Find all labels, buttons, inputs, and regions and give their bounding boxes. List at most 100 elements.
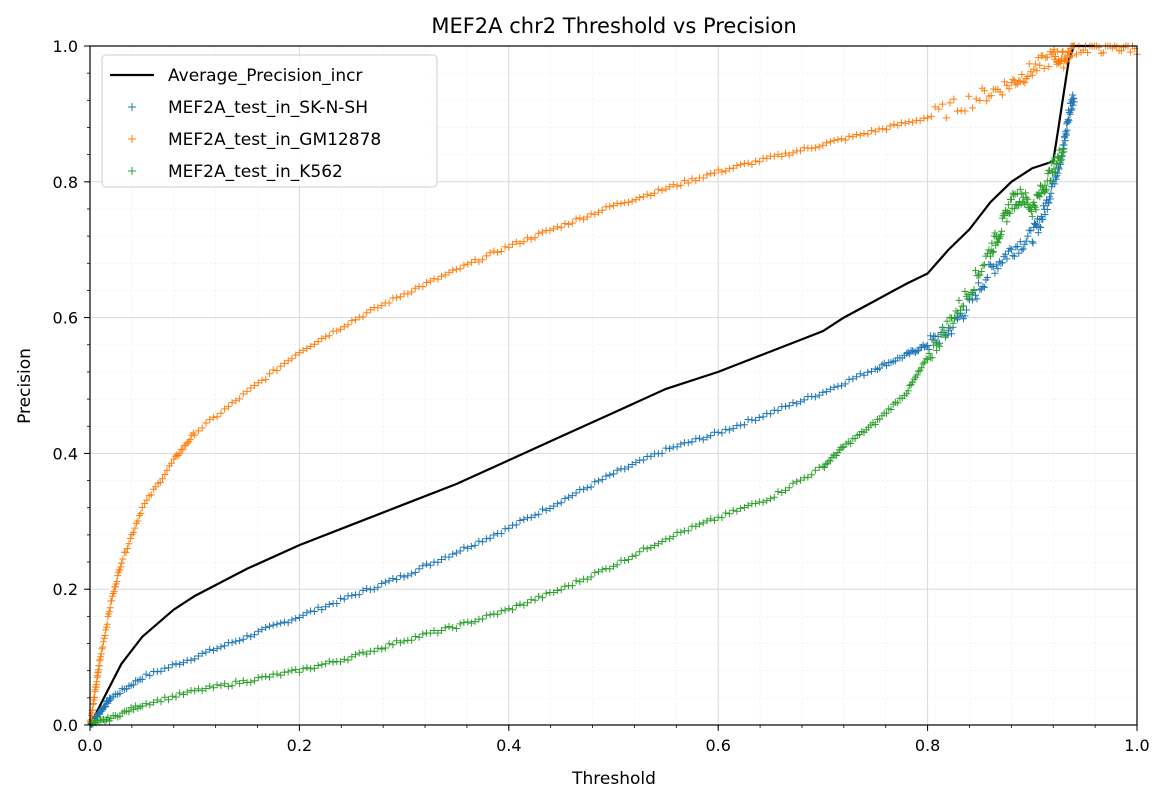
- data-point: [531, 234, 539, 242]
- data-point: [931, 103, 939, 111]
- data-point: [110, 588, 118, 596]
- data-point: [725, 510, 733, 518]
- data-point: [553, 500, 561, 508]
- data-point: [1043, 206, 1051, 213]
- data-point: [524, 599, 531, 607]
- data-point: [636, 548, 644, 556]
- data-point: [520, 238, 528, 246]
- data-point: [445, 268, 453, 276]
- data-point: [628, 461, 636, 468]
- data-point: [960, 315, 967, 323]
- data-point: [340, 655, 348, 663]
- data-point: [621, 557, 629, 564]
- data-point: [1004, 201, 1012, 209]
- data-point: [610, 562, 617, 570]
- data-point: [966, 295, 973, 303]
- data-point: [1039, 52, 1047, 60]
- data-point: [1018, 246, 1026, 254]
- data-point: [1018, 190, 1026, 198]
- data-point: [1003, 255, 1011, 263]
- data-point: [625, 198, 632, 206]
- data-point: [152, 483, 160, 491]
- data-point: [606, 565, 614, 573]
- data-point: [598, 566, 606, 574]
- data-point: [789, 399, 797, 407]
- data-point: [131, 524, 139, 532]
- data-point: [973, 295, 981, 303]
- data-point: [550, 502, 558, 510]
- data-point: [606, 471, 614, 479]
- data-point: [617, 200, 625, 208]
- data-point: [943, 317, 951, 325]
- data-point: [651, 542, 659, 549]
- data-point: [587, 210, 595, 218]
- data-point: [228, 682, 236, 690]
- data-point: [621, 199, 629, 207]
- data-point: [408, 288, 416, 296]
- data-point: [666, 445, 674, 453]
- data-point: [1095, 43, 1103, 51]
- data-point: [497, 607, 505, 615]
- data-point: [224, 403, 232, 411]
- data-point: [718, 429, 726, 437]
- data-point: [239, 635, 247, 643]
- data-point: [438, 627, 445, 634]
- data-point: [666, 183, 674, 191]
- data-point: [993, 238, 1001, 246]
- data-point: [467, 542, 475, 550]
- data-point: [236, 637, 244, 645]
- data-point: [355, 591, 363, 599]
- data-point: [262, 376, 270, 384]
- data-point: [1022, 194, 1030, 202]
- data-point: [535, 229, 543, 237]
- data-point: [531, 511, 539, 519]
- data-point: [901, 119, 909, 127]
- data-point: [471, 618, 479, 625]
- data-point: [711, 169, 718, 177]
- data-point: [441, 271, 449, 279]
- data-point: [998, 227, 1006, 235]
- data-point: [385, 299, 393, 307]
- data-point: [925, 349, 933, 357]
- data-point: [497, 248, 505, 255]
- data-point: [992, 261, 1000, 269]
- data-point: [654, 185, 662, 193]
- data-point: [100, 638, 107, 646]
- data-point: [520, 601, 528, 609]
- data-point: [460, 543, 468, 551]
- data-point: [206, 682, 214, 690]
- data-point: [800, 474, 808, 482]
- legend: Average_Precision_incr MEF2A_test_in_SK-N…: [101, 54, 438, 188]
- data-point: [232, 637, 240, 645]
- data-point: [847, 440, 855, 447]
- data-point: [292, 351, 300, 359]
- data-point: [1038, 183, 1046, 191]
- data-point: [1042, 187, 1050, 195]
- data-point: [711, 516, 718, 524]
- data-point: [770, 493, 778, 501]
- data-point: [389, 641, 397, 649]
- data-point: [987, 92, 995, 100]
- data-point: [1006, 209, 1014, 217]
- data-point: [97, 650, 105, 658]
- data-point: [363, 309, 371, 317]
- data-point: [1028, 212, 1036, 220]
- data-point: [512, 521, 520, 529]
- data-point: [1001, 250, 1009, 258]
- data-point: [830, 383, 838, 391]
- data-point: [643, 545, 651, 553]
- data-point: [194, 427, 202, 435]
- data-point: [797, 147, 804, 155]
- data-point: [936, 342, 944, 350]
- data-point: [103, 620, 111, 628]
- data-point: [1021, 79, 1029, 87]
- data-point: [426, 277, 434, 285]
- data-point: [725, 165, 733, 173]
- data-point: [277, 362, 285, 370]
- data-point: [348, 317, 356, 325]
- data-point: [946, 99, 954, 107]
- data-point: [553, 587, 561, 594]
- data-point: [535, 592, 543, 600]
- data-point: [919, 360, 927, 368]
- data-point: [539, 505, 546, 513]
